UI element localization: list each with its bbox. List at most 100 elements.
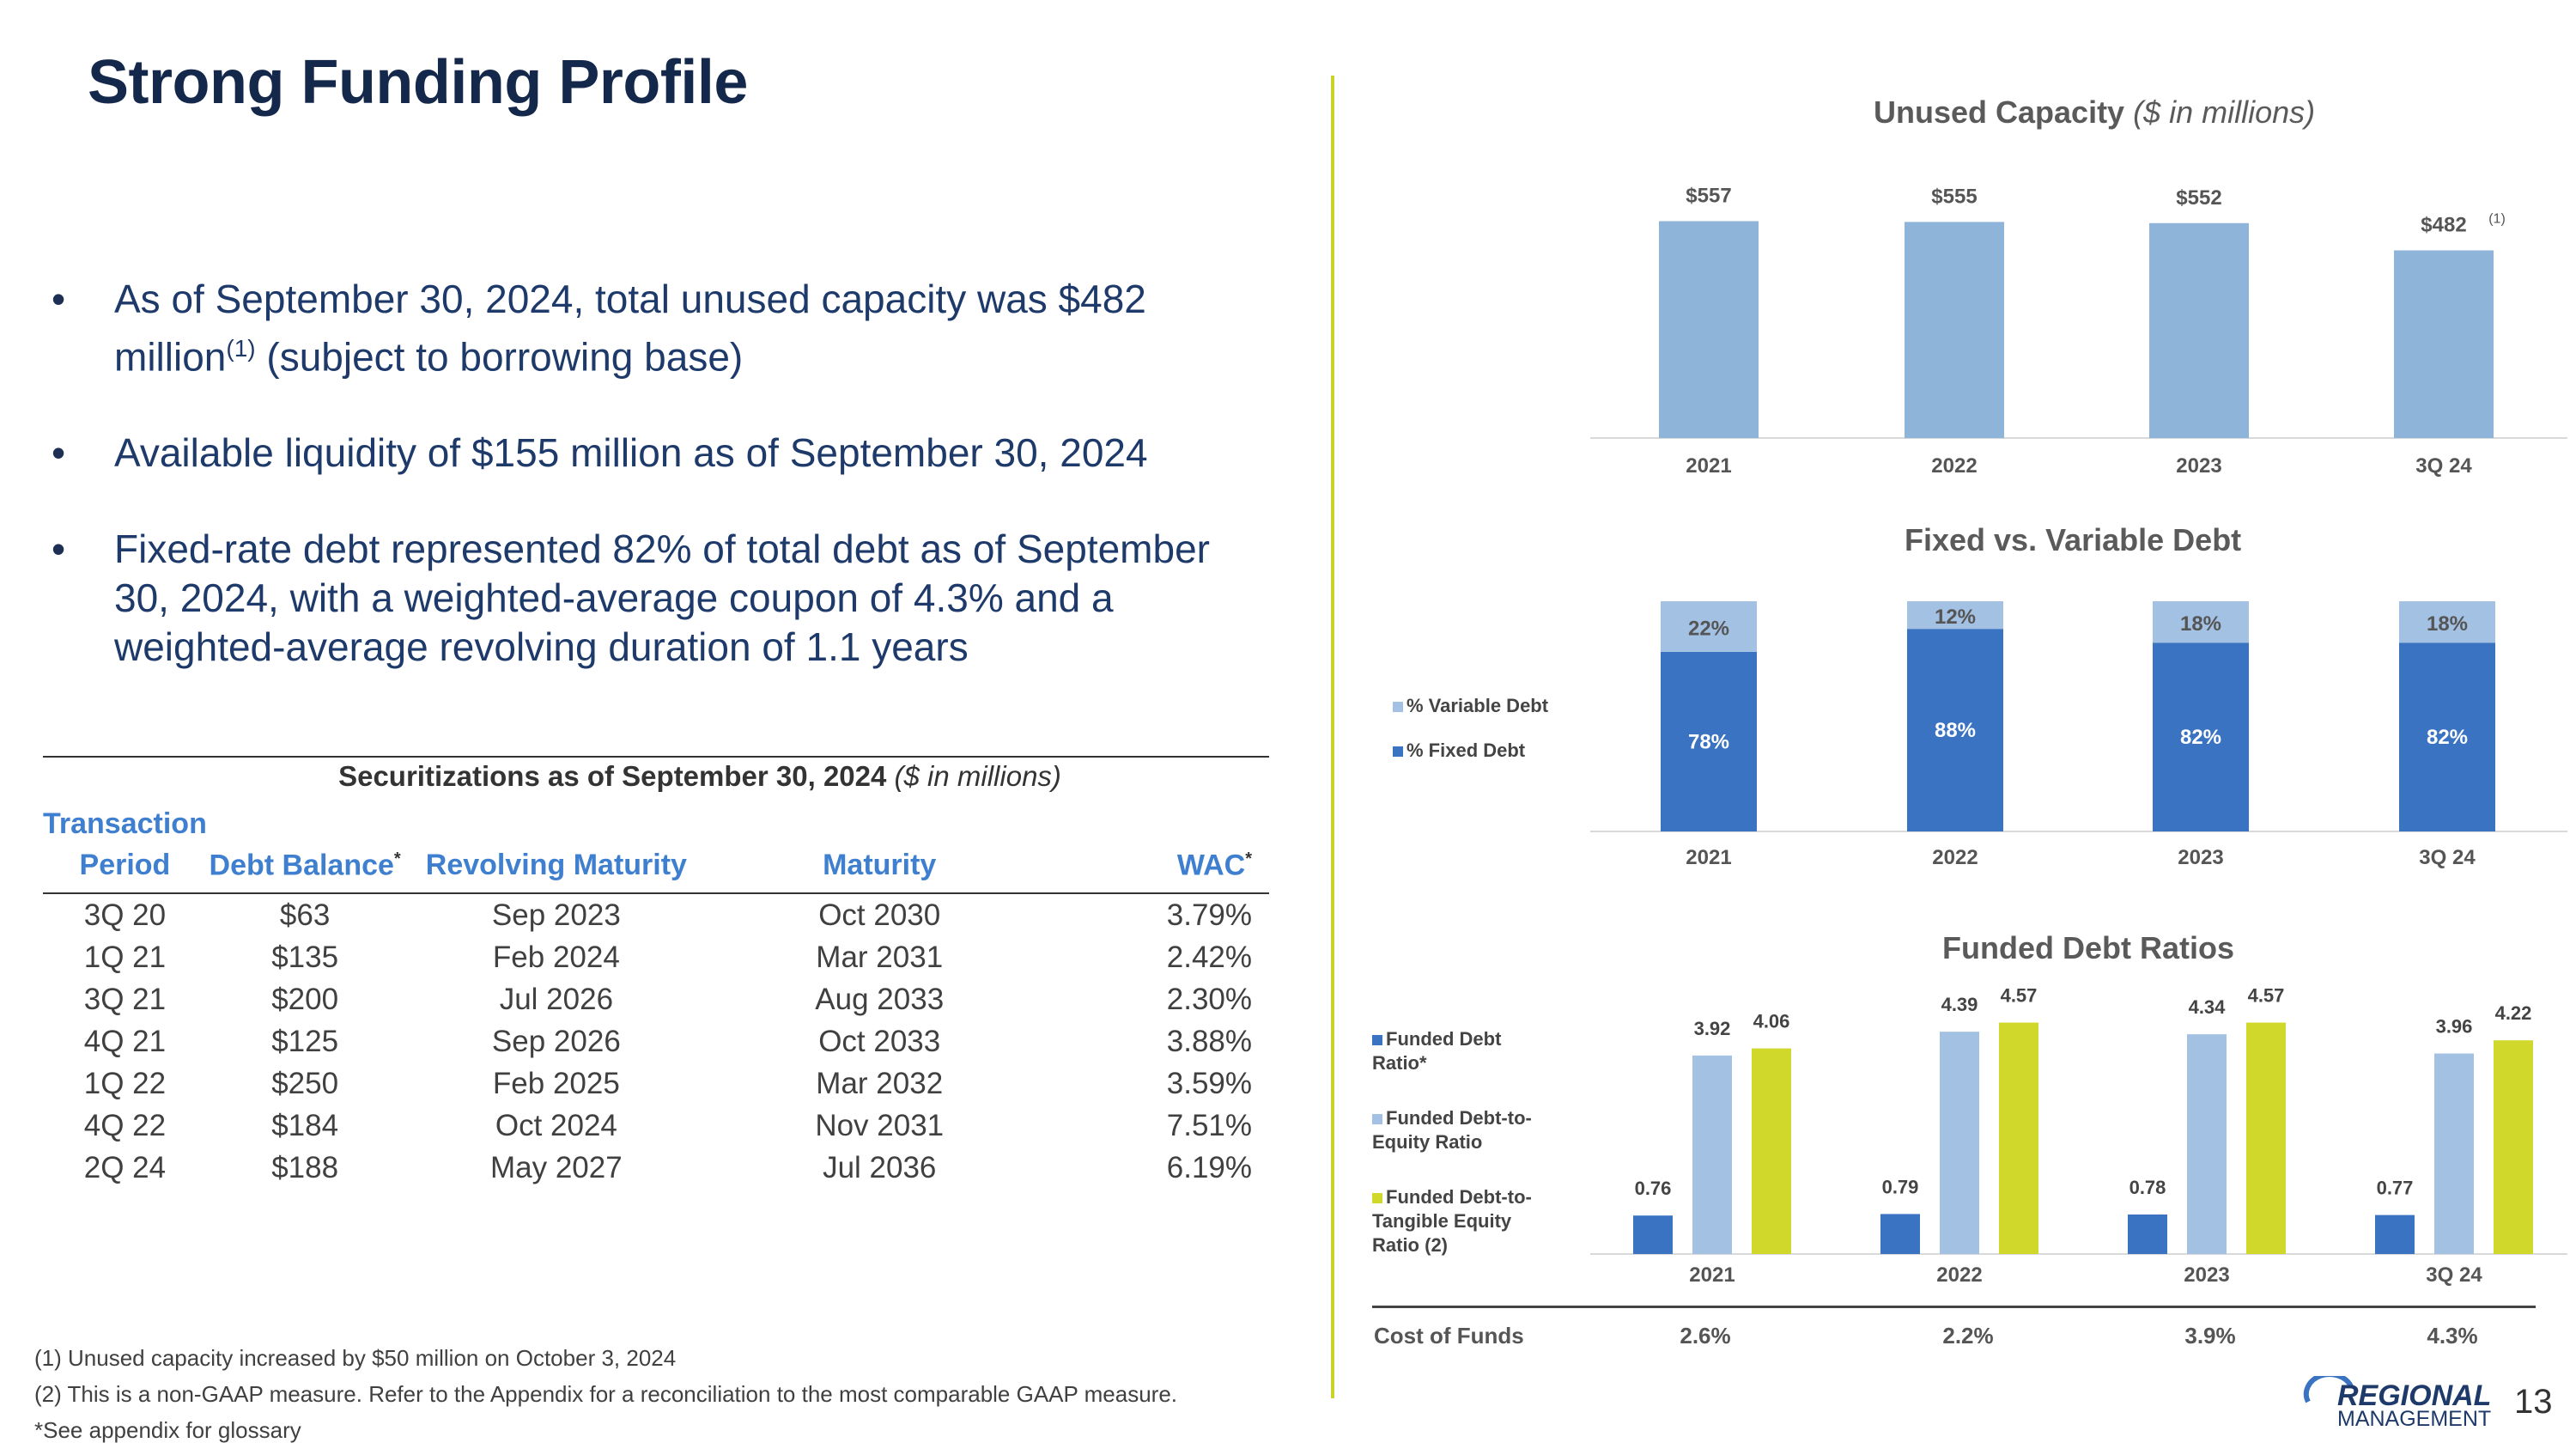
footnotes: (1) Unused capacity increased by $50 mil… — [34, 1340, 1177, 1448]
cell-debt-balance: $63 — [279, 898, 331, 932]
header-maturity: Maturity — [823, 849, 937, 881]
bar-unused-capacity — [2149, 222, 2249, 438]
x-tick-label: 3Q 24 — [2415, 454, 2472, 478]
section-divider — [1331, 76, 1334, 1398]
data-label: $555 — [1931, 185, 1977, 208]
cell-revolving-maturity: Sep 2023 — [491, 898, 621, 932]
cell-wac: 3.59% — [1166, 1067, 1252, 1100]
bar-debt-to-tangible-equity — [1752, 1048, 1791, 1254]
bar-unused-capacity — [1905, 222, 2004, 438]
x-tick-label: 3Q 24 — [2419, 846, 2476, 869]
funded-debt-chart: 0.76 3.92 4.06 2021 0.79 4.39 4.57 2022 0.78 4.34… — [1590, 985, 2567, 1287]
x-tick-label: 2021 — [1686, 846, 1731, 869]
table-row: 1Q 22 $250 Feb 2025 Mar 2032 3.59% — [43, 1062, 1269, 1105]
bar-debt-to-equity — [2187, 1034, 2227, 1254]
bar-funded-debt-ratio — [2375, 1215, 2415, 1254]
logo-swoosh-icon — [2303, 1376, 2354, 1403]
data-label: $552 — [2176, 186, 2221, 210]
cell-wac: 2.42% — [1166, 941, 1252, 974]
bullet-text: Available liquidity of $155 million as o… — [114, 430, 1148, 476]
data-label-fixed: 88% — [1935, 719, 1976, 742]
bullet-text: Fixed-rate debt represented 82% of total… — [114, 527, 1210, 670]
x-tick-label: 2022 — [1936, 1263, 1982, 1287]
table-row: 3Q 20 $63 Sep 2023 Oct 2030 3.79% — [43, 893, 1269, 936]
table-row: 2Q 24 $188 May 2027 Jul 2036 6.19% — [43, 1147, 1269, 1189]
regional-management-logo: REGIONAL MANAGEMENT — [2303, 1376, 2491, 1428]
cell-revolving-maturity: Feb 2025 — [492, 1067, 620, 1100]
x-tick-label: 2021 — [1686, 454, 1731, 478]
data-label: $557 — [1686, 184, 1731, 207]
data-label-variable: 18% — [2180, 612, 2221, 636]
cell-revolving-maturity: Oct 2024 — [495, 1109, 617, 1142]
bullet-icon: • — [52, 430, 66, 476]
cell-debt-balance: $135 — [271, 941, 339, 974]
legend-funded-debt-ratio: Funded Debt Ratio* — [1372, 1028, 1502, 1074]
cell-wac: 7.51% — [1166, 1109, 1252, 1142]
x-tick-label: 2023 — [2184, 1263, 2229, 1287]
data-label: 0.77 — [2377, 1178, 2414, 1199]
x-tick-label: 2021 — [1689, 1263, 1735, 1287]
bar-debt-to-equity — [2434, 1053, 2474, 1254]
logo-text-line1: REGIONAL — [2337, 1379, 2491, 1412]
bar-variable-debt — [1661, 601, 1757, 652]
legend-swatch-icon — [1372, 1035, 1382, 1046]
cost-of-funds-2022: 2.2% — [1942, 1323, 1994, 1349]
page-number: 13 — [2514, 1383, 2553, 1421]
cell-period: 4Q 22 — [83, 1109, 167, 1142]
cell-period: 2Q 24 — [83, 1151, 167, 1184]
cell-period: 3Q 21 — [83, 983, 167, 1016]
cell-period: 1Q 21 — [83, 941, 167, 974]
cell-period: 4Q 21 — [83, 1025, 167, 1058]
cost-of-funds-rule — [1372, 1306, 2536, 1308]
data-label: 4.57 — [2248, 985, 2285, 1007]
bar-variable-debt — [1907, 601, 2003, 630]
table-header-row: Transaction Period Debt Balance* Revolvin… — [43, 803, 1269, 893]
page-title: Strong Funding Profile — [88, 48, 748, 117]
cell-debt-balance: $184 — [271, 1109, 339, 1142]
bullet-text-cont: (subject to borrowing base) — [255, 334, 744, 380]
funded-debt-legend: Funded Debt Ratio* Funded Debt-to-Equity… — [1372, 1027, 1544, 1278]
x-tick-label: 2022 — [1931, 454, 1977, 478]
data-label: 0.76 — [1635, 1178, 1672, 1199]
table-row: 1Q 21 $135 Feb 2024 Mar 2031 2.42% — [43, 936, 1269, 978]
cost-of-funds-3q24: 4.3% — [2427, 1323, 2478, 1349]
bar-fixed-debt — [1907, 629, 2003, 831]
data-label: 4.06 — [1753, 1011, 1790, 1032]
data-label-fixed: 78% — [1688, 730, 1729, 753]
bar-funded-debt-ratio — [2128, 1215, 2167, 1254]
cell-maturity: Oct 2030 — [818, 898, 941, 932]
cost-of-funds-2021: 2.6% — [1680, 1323, 1731, 1349]
bar-variable-debt — [2153, 601, 2249, 643]
cell-maturity: Jul 2036 — [823, 1151, 937, 1184]
table-caption-italic: ($ in millions) — [894, 760, 1061, 792]
bar-debt-to-equity — [1692, 1055, 1732, 1254]
footnote-1: (1) Unused capacity increased by $50 mil… — [34, 1345, 677, 1371]
unused-capacity-title: Unused Capacity ($ in millions) — [1874, 94, 2316, 130]
securitizations-table: Transaction Period Debt Balance* Revolvin… — [43, 803, 1269, 1189]
header-wac: WAC* — [1176, 849, 1252, 881]
cell-maturity: Aug 2033 — [815, 983, 945, 1016]
table-row: 4Q 21 $125 Sep 2026 Oct 2033 3.88% — [43, 1020, 1269, 1062]
bar-debt-to-equity — [1940, 1032, 1979, 1254]
cell-wac: 3.79% — [1166, 898, 1252, 932]
legend-variable-debt: % Variable Debt — [1393, 694, 1548, 718]
bar-fixed-debt — [2399, 642, 2495, 831]
x-tick-label: 2022 — [1932, 846, 1978, 869]
data-label: 0.79 — [1882, 1176, 1919, 1197]
legend-debt-to-equity: Funded Debt-to-Equity Ratio — [1372, 1107, 1532, 1153]
bar-unused-capacity — [2394, 250, 2494, 438]
data-label: 4.57 — [2001, 985, 2038, 1007]
legend-debt-to-tangible-equity: Funded Debt-to-Tangible Equity Ratio (2) — [1372, 1186, 1532, 1256]
header-transaction-period: Transaction Period — [43, 807, 207, 881]
bar-debt-to-tangible-equity — [2246, 1022, 2286, 1254]
legend-swatch-icon — [1393, 702, 1403, 713]
legend-fixed-debt: % Fixed Debt — [1393, 739, 1548, 763]
data-label: $482 — [2421, 213, 2466, 236]
cell-maturity: Mar 2031 — [816, 941, 944, 974]
cell-revolving-maturity: May 2027 — [490, 1151, 623, 1184]
cell-revolving-maturity: Jul 2026 — [499, 983, 614, 1016]
header-revolving-maturity: Revolving Maturity — [425, 849, 687, 881]
legend-swatch-icon — [1372, 1114, 1382, 1125]
unused-capacity-chart: $557 2021 $555 2022 $552 2023 $482 (1) 3Q 24 — [1590, 184, 2567, 478]
bullet-text: As of September 30, 2024, total unused c… — [114, 277, 1146, 380]
